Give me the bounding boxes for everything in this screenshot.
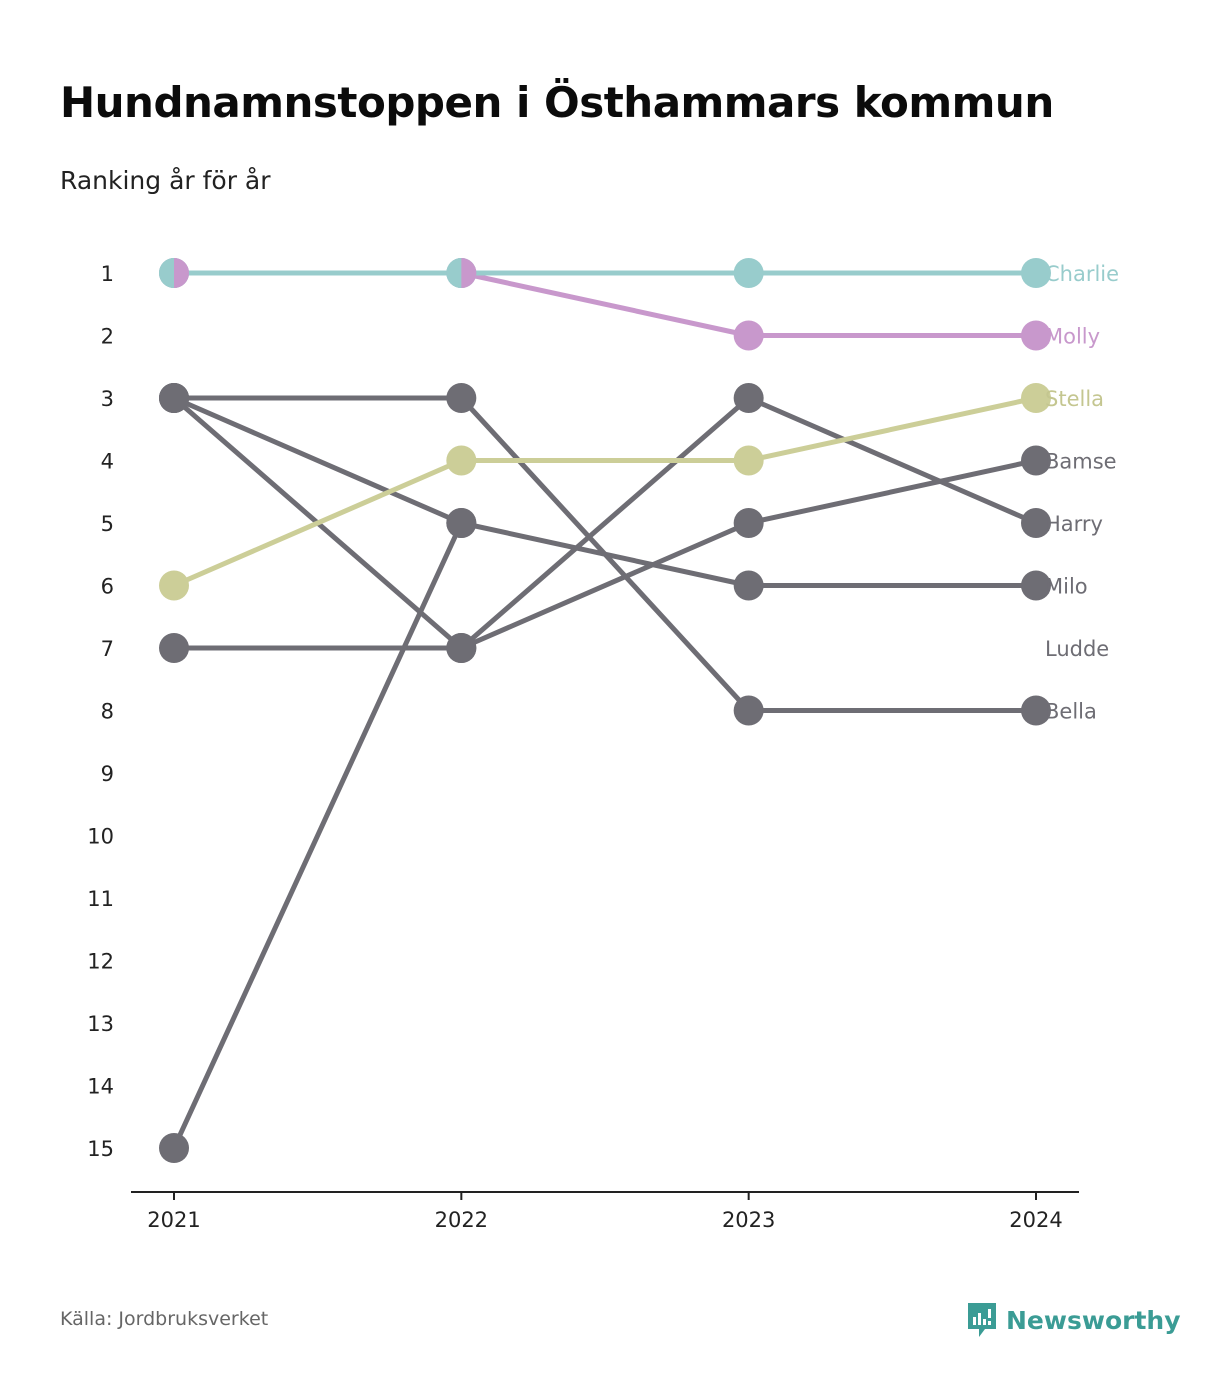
tied-point-right-half	[461, 258, 477, 288]
y-tick-label: 4	[101, 450, 114, 474]
series-line-bamse	[171, 458, 1039, 651]
x-tick-label: 2021	[147, 1208, 200, 1232]
series-labels: Charlie Molly Stella Bamse Harry Milo Ludde Bel…	[1045, 262, 1119, 724]
series-label-stella: Stella	[1045, 387, 1104, 411]
data-point-stella	[159, 570, 189, 601]
y-tick-label: 14	[87, 1075, 114, 1099]
series-line-stella	[171, 395, 1039, 588]
y-tick-label: 15	[87, 1137, 114, 1161]
data-point-molly	[1021, 320, 1051, 351]
series-label-charlie: Charlie	[1045, 262, 1119, 286]
data-point-bamse	[1021, 445, 1051, 476]
data-point-ludde	[159, 1133, 189, 1163]
y-tick-label: 13	[87, 1012, 114, 1036]
data-point-bamse	[446, 633, 477, 663]
data-point-stella	[446, 445, 477, 476]
x-tick-label: 2023	[722, 1208, 775, 1232]
y-tick-label: 7	[101, 637, 114, 661]
data-point-bella	[446, 383, 477, 413]
data-point-milo	[733, 570, 764, 601]
data-point-bamse	[733, 508, 764, 538]
series-lines	[171, 270, 1039, 1151]
y-tick-label: 2	[101, 325, 114, 349]
data-point-molly	[733, 320, 764, 351]
series-label-bamse: Bamse	[1045, 450, 1117, 474]
series-line-harry	[171, 395, 1039, 651]
data-point-milo	[1021, 570, 1051, 601]
series-label-ludde: Ludde	[1045, 637, 1109, 661]
y-tick-label: 3	[101, 387, 114, 411]
data-point-bamse	[159, 633, 189, 663]
y-tick-label: 9	[101, 762, 114, 786]
series-line-ludde	[171, 520, 464, 1151]
data-point-charlie	[733, 258, 764, 288]
series-label-bella: Bella	[1045, 700, 1097, 724]
tied-point-left-half	[159, 258, 174, 288]
y-tick-label: 10	[87, 825, 114, 849]
x-axis-ticks: 2021 2022 2023 2024	[147, 1192, 1063, 1232]
newsworthy-logo-icon	[968, 1303, 996, 1337]
data-point-stella	[733, 445, 764, 476]
series-points	[159, 258, 1051, 1163]
series-line-molly	[171, 270, 1039, 338]
tied-point-left-half	[446, 258, 462, 288]
series-line-milo	[171, 395, 1039, 588]
brand[interactable]: Newsworthy	[966, 1301, 1181, 1339]
y-tick-label: 8	[101, 700, 114, 724]
tied-point-right-half	[174, 258, 189, 288]
series-label-molly: Molly	[1045, 325, 1100, 349]
data-point-bella	[733, 695, 764, 726]
data-point-charlie	[1021, 258, 1051, 288]
brand-name: Newsworthy	[1006, 1305, 1181, 1335]
source-note: Källa: Jordbruksverket	[60, 1308, 269, 1330]
x-tick-label: 2024	[1009, 1208, 1062, 1232]
y-tick-label: 6	[101, 575, 114, 599]
data-point-bella	[1021, 695, 1051, 726]
series-label-milo: Milo	[1045, 575, 1088, 599]
data-point-harry	[733, 383, 764, 413]
y-tick-label: 5	[101, 512, 114, 536]
series-label-harry: Harry	[1045, 512, 1103, 536]
chart-subtitle: Ranking år för år	[60, 166, 271, 195]
chart-title: Hundnamnstoppen i Östhammars kommun	[60, 78, 1054, 127]
x-tick-label: 2022	[435, 1208, 488, 1232]
data-point-harry	[159, 383, 189, 413]
y-tick-label: 1	[101, 262, 114, 286]
y-tick-label: 12	[87, 950, 114, 974]
y-tick-label: 11	[87, 887, 114, 911]
data-point-harry	[1021, 508, 1051, 538]
data-point-milo	[446, 508, 477, 538]
data-point-stella	[1021, 383, 1051, 413]
